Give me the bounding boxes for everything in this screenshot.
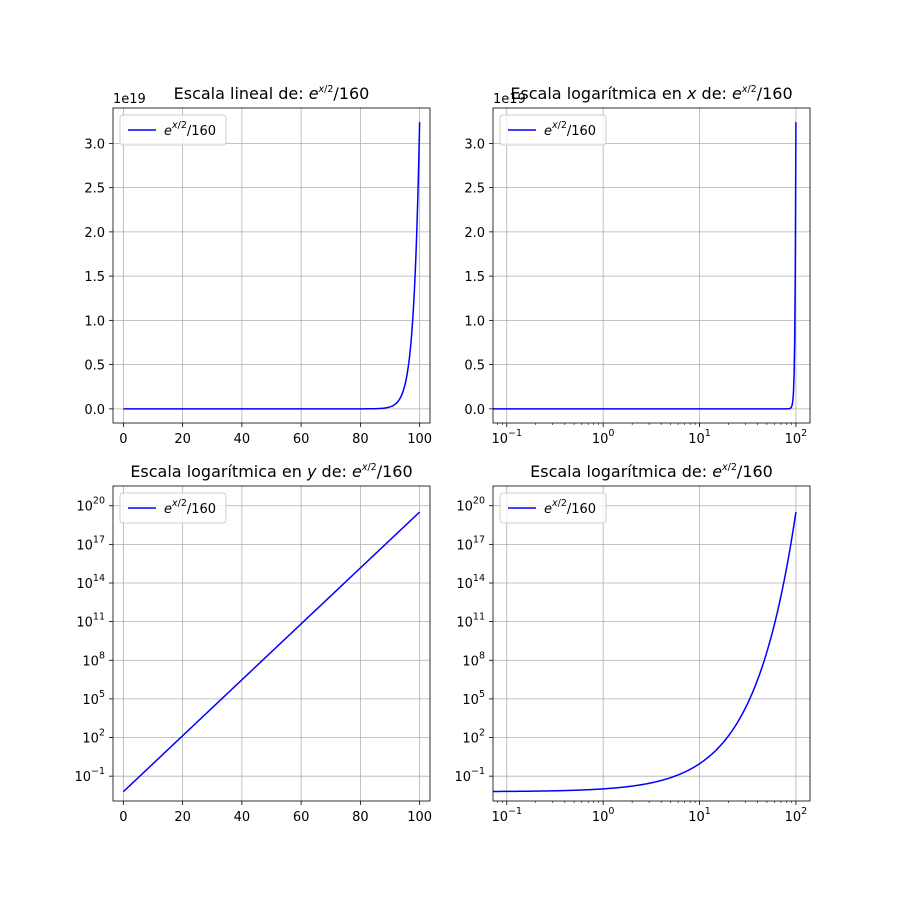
y-tick-label: 1.0 <box>464 314 485 329</box>
series-line <box>122 511 421 793</box>
y-tick-label: 3.0 <box>84 137 105 152</box>
y-tick-label: 102​ <box>82 728 105 747</box>
legend-label: ex/2​/160 <box>164 498 216 517</box>
legend-label: ex/2​/160 <box>164 120 216 139</box>
x-tick-label: 60 <box>293 810 310 825</box>
y-tick-label: 1014​ <box>456 573 485 592</box>
x-tick-label: 100​ <box>592 428 615 447</box>
series-line <box>493 122 797 410</box>
y-tick-label: 2.5 <box>464 182 485 197</box>
y-tick-label: 0.5 <box>84 359 105 374</box>
series-line <box>123 122 421 410</box>
y-tick-label: 2.5 <box>84 182 105 197</box>
y-tick-label: 105​ <box>462 689 485 708</box>
legend-label: ex/2​/160 <box>544 498 596 517</box>
x-tick-label: 80 <box>352 432 369 447</box>
axes-frame <box>112 107 431 424</box>
legend-box <box>499 114 607 146</box>
y-tick-label: 1020​ <box>76 496 105 515</box>
subplot-3: 0 20 40 60 80 100 10−1​ 102​ 105​ 108​ 1011​ 1014​ 1… <box>74 462 432 825</box>
subplot-4: 10−1​ 100​ 101​ 102​ 10−1​ 102​ 105​ 108​ 1011​ 1… <box>454 462 811 825</box>
legend-box <box>499 492 607 524</box>
x-tick-label: 10−1​ <box>491 806 522 825</box>
chart-title: Escala logarítmica de: ex/2​/160 <box>530 462 773 481</box>
y-tick-label: 1017​ <box>76 534 105 553</box>
y-offset-text: 1e19 <box>113 92 146 107</box>
y-tick-label: 1014​ <box>76 573 105 592</box>
x-tick-label: 100​ <box>592 806 615 825</box>
y-tick-label: 0.5 <box>464 359 485 374</box>
subplot-2: 10−1​ 100​ 101​ 102​ 0.0 0.5 1.0 1.5 2.0 2.5 3.0 1e… <box>464 84 811 447</box>
y-tick-label: 1020​ <box>456 496 485 515</box>
y-tick-label: 108​ <box>462 650 485 669</box>
x-tick-label: 20 <box>174 432 191 447</box>
axes-frame <box>112 485 431 802</box>
x-tick-label: 100 <box>407 432 432 447</box>
x-tick-label: 60 <box>293 432 310 447</box>
x-tick-label: 80 <box>352 810 369 825</box>
y-tick-label: 10−1​ <box>74 766 105 785</box>
y-tick-label: 10−1​ <box>454 766 485 785</box>
subplot-1: 0 20 40 60 80 100 0.0 0.5 1.0 1.5 2.0 2.5 3.0 1e19 Esc… <box>84 84 432 447</box>
y-tick-label: 1011​ <box>76 612 105 631</box>
x-tick-label: 102​ <box>785 806 808 825</box>
x-tick-label: 0 <box>119 432 127 447</box>
y-tick-label: 2.0 <box>84 226 105 241</box>
y-tick-label: 3.0 <box>464 137 485 152</box>
chart-title: Escala logarítmica en x de: ex/2​/160 <box>510 84 792 103</box>
y-tick-label: 0.0 <box>84 403 105 418</box>
y-tick-label: 105​ <box>82 689 105 708</box>
x-tick-label: 40 <box>234 810 251 825</box>
y-tick-label: 1.0 <box>84 314 105 329</box>
legend-box <box>119 114 227 146</box>
x-tick-label: 0 <box>119 810 127 825</box>
axes-frame <box>492 485 811 802</box>
legend-box <box>119 492 227 524</box>
x-tick-label: 101​ <box>688 428 711 447</box>
y-offset-text: 1e19 <box>493 92 526 107</box>
y-tick-label: 108​ <box>82 650 105 669</box>
x-tick-label: 10−1​ <box>491 428 522 447</box>
x-tick-label: 102​ <box>785 428 808 447</box>
y-tick-label: 1.5 <box>84 270 105 285</box>
x-tick-label: 20 <box>174 810 191 825</box>
x-tick-label: 100 <box>407 810 432 825</box>
x-tick-label: 101​ <box>688 806 711 825</box>
y-tick-label: 102​ <box>462 728 485 747</box>
y-tick-label: 1011​ <box>456 612 485 631</box>
chart-title: Escala logarítmica en y de: ex/2​/160 <box>130 462 412 481</box>
y-tick-label: 1017​ <box>456 534 485 553</box>
series-line <box>493 511 797 793</box>
x-tick-label: 40 <box>234 432 251 447</box>
y-tick-label: 0.0 <box>464 403 485 418</box>
axes-frame <box>492 107 811 424</box>
chart-title: Escala lineal de: ex/2​/160 <box>174 84 370 103</box>
y-tick-label: 1.5 <box>464 270 485 285</box>
legend-label: ex/2​/160 <box>544 120 596 139</box>
y-tick-label: 2.0 <box>464 226 485 241</box>
